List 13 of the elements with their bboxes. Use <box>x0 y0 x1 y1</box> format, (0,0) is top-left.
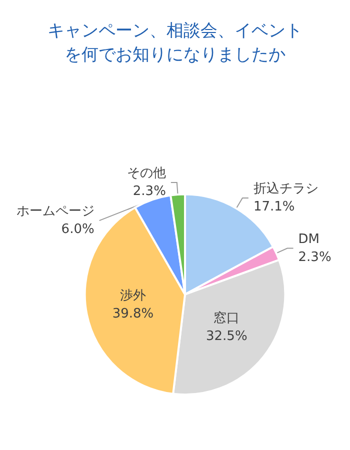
slice-label: 渉外 <box>120 288 146 304</box>
chart-title: キャンペーン、相談会、イベントを何でお知りになりましたか <box>48 21 302 65</box>
slice-label: 折込チラシ <box>253 182 318 197</box>
data-label: 6.0% <box>61 222 94 238</box>
data-label: 2.3% <box>298 250 332 265</box>
slice-label: DM <box>298 232 320 247</box>
slice-label: その他 <box>126 166 166 182</box>
data-label: 32.5% <box>206 328 248 344</box>
data-label: 2.3% <box>132 184 166 200</box>
data-label: 17.1% <box>253 200 295 215</box>
slice-label: ホームページ <box>16 204 94 220</box>
slice-label: 窓口 <box>214 310 240 326</box>
data-label: 39.8% <box>112 306 154 322</box>
